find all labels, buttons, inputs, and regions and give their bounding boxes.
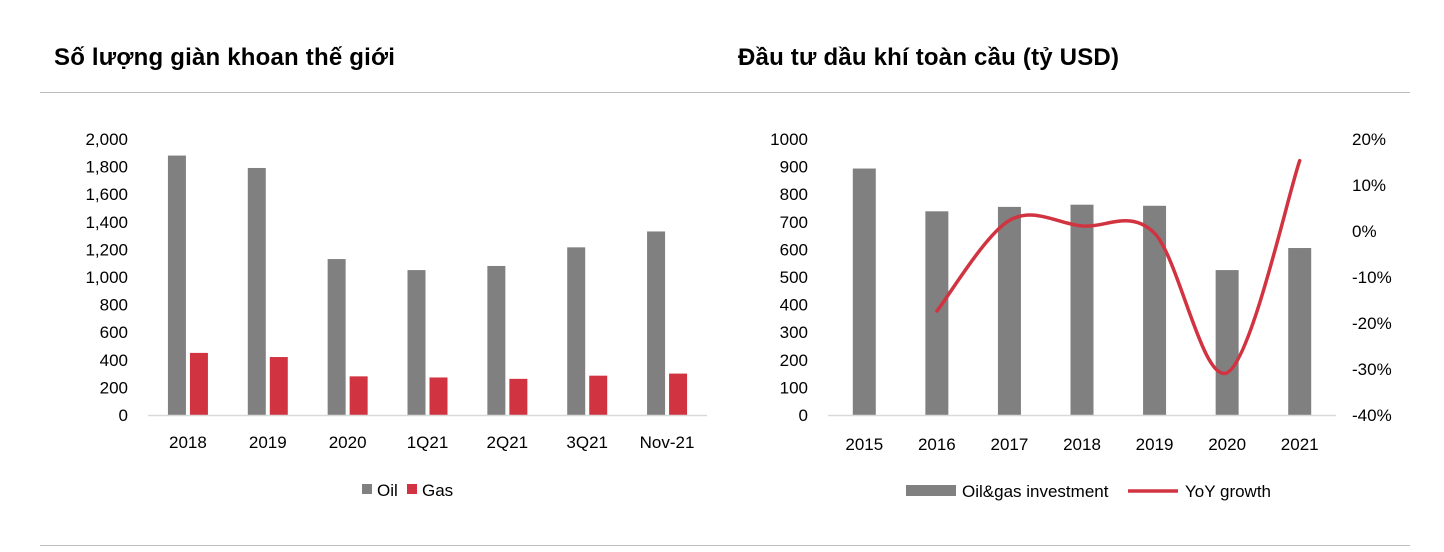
x-tick-label: 2016 — [918, 435, 956, 454]
bottom-divider — [40, 545, 1410, 546]
gas-bar — [349, 376, 368, 415]
y-tick-label: 1,400 — [85, 213, 128, 232]
y-tick-label: 2,000 — [85, 130, 128, 149]
y-tick-label: 400 — [780, 296, 808, 315]
x-tick-label: 1Q21 — [407, 433, 449, 452]
x-tick-label: 2015 — [845, 435, 883, 454]
y-tick-label: 600 — [100, 323, 128, 342]
right-chart-title: Đầu tư dầu khí toàn cầu (tỷ USD) — [738, 44, 1120, 71]
legend-oil-swatch — [362, 484, 372, 494]
x-tick-label: 3Q21 — [566, 433, 608, 452]
gas-bar — [669, 373, 688, 415]
y-tick-label: 100 — [780, 378, 808, 397]
gas-bar — [189, 352, 208, 415]
gas-bar — [589, 375, 608, 415]
y-tick-label: 1,000 — [85, 268, 128, 287]
oil-bar — [567, 247, 586, 415]
investment-bar — [1143, 205, 1167, 415]
y-tick-label: 800 — [780, 185, 808, 204]
legend-investment-swatch — [906, 485, 956, 496]
x-tick-label: 2021 — [1281, 435, 1319, 454]
x-tick-label: 2020 — [329, 433, 367, 452]
gas-bar — [509, 378, 528, 415]
y2-tick-label: -40% — [1352, 406, 1392, 425]
investment-bar — [852, 168, 876, 415]
y2-tick-label: -20% — [1352, 314, 1392, 333]
legend-gas-swatch — [407, 484, 417, 494]
y-tick-label: 500 — [780, 268, 808, 287]
gas-bar — [269, 357, 288, 415]
x-tick-label: 2019 — [1136, 435, 1174, 454]
oil-bar — [247, 167, 266, 415]
oil-bar — [487, 265, 506, 415]
y-tick-label: 300 — [780, 323, 808, 342]
y-tick-label: 200 — [100, 378, 128, 397]
y-tick-label: 700 — [780, 213, 808, 232]
top-divider — [40, 92, 1410, 93]
legend-investment-label: Oil&gas investment — [962, 482, 1109, 501]
investment-bar — [1288, 248, 1312, 415]
y-tick-label: 0 — [119, 406, 128, 425]
investment-bar — [1215, 270, 1239, 415]
x-tick-label: 2017 — [991, 435, 1029, 454]
y2-tick-label: 0% — [1352, 222, 1377, 241]
legend-gas-label: Gas — [422, 481, 453, 500]
legend-oil-label: Oil — [377, 481, 398, 500]
oil-bar — [167, 155, 186, 415]
x-tick-label: 2018 — [169, 433, 207, 452]
investment-bar — [1070, 204, 1094, 415]
oil-bar — [327, 259, 346, 415]
y-tick-label: 1,200 — [85, 240, 128, 259]
y-tick-label: 1,800 — [85, 158, 128, 177]
y-tick-label: 1,600 — [85, 185, 128, 204]
investment-bar — [997, 206, 1021, 415]
yoy-growth-line — [935, 158, 1302, 375]
gas-bar — [429, 377, 448, 415]
y-tick-label: 0 — [799, 406, 808, 425]
legend-yoy-label: YoY growth — [1185, 482, 1271, 501]
x-tick-label: 2019 — [249, 433, 287, 452]
x-tick-label: 2018 — [1063, 435, 1101, 454]
x-tick-label: 2020 — [1208, 435, 1246, 454]
left-chart-title: Số lượng giàn khoan thế giới — [54, 44, 396, 71]
y2-tick-label: 10% — [1352, 176, 1386, 195]
y-tick-label: 600 — [780, 240, 808, 259]
y-tick-label: 1000 — [770, 130, 808, 149]
investment-bar — [925, 211, 949, 415]
y-tick-label: 900 — [780, 158, 808, 177]
y2-tick-label: -10% — [1352, 268, 1392, 287]
y2-tick-label: 20% — [1352, 130, 1386, 149]
y-tick-label: 400 — [100, 351, 128, 370]
x-tick-label: Nov-21 — [640, 433, 695, 452]
y2-tick-label: -30% — [1352, 360, 1392, 379]
y-tick-label: 800 — [100, 296, 128, 315]
oil-bar — [407, 270, 426, 415]
y-tick-label: 200 — [780, 351, 808, 370]
oil-bar — [647, 231, 666, 415]
x-tick-label: 2Q21 — [487, 433, 529, 452]
